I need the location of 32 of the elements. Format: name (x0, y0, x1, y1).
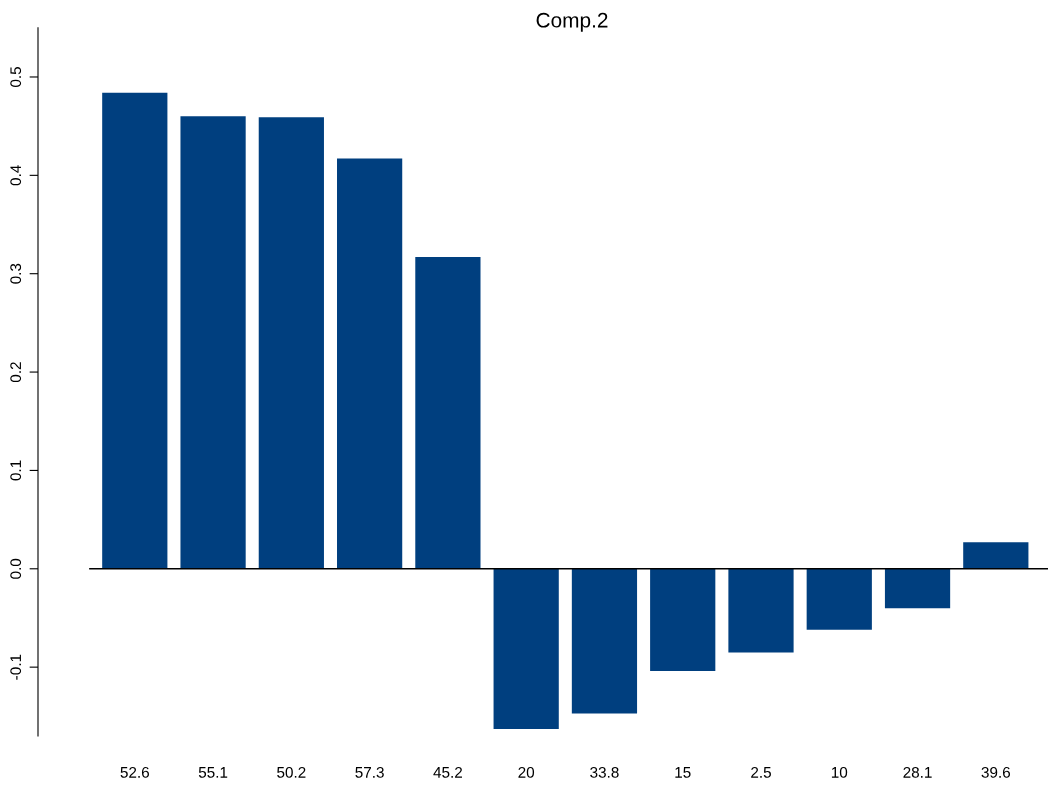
bar (884, 568, 951, 609)
x-tick-label: 28.1 (903, 766, 932, 778)
x-tick-label: 33.8 (590, 766, 619, 778)
x-tick-label: 55.1 (198, 767, 228, 778)
bar (806, 568, 872, 630)
x-tick-label: 52.6 (120, 766, 149, 778)
bar (415, 256, 481, 569)
x-tick-label: 50.2 (277, 766, 306, 778)
bar (337, 158, 403, 569)
chart-title: Comp.2 (536, 12, 608, 32)
bar (102, 92, 168, 569)
y-tick-label: 0.0 (10, 558, 22, 579)
x-tick-label: 45.2 (433, 766, 462, 778)
x-tick-label: 20 (518, 766, 535, 778)
y-tick-label: 0.3 (10, 263, 22, 284)
x-tick-label: 39.6 (981, 766, 1011, 778)
bar (493, 568, 559, 730)
x-tick-label: 15 (675, 767, 691, 778)
y-tick-label: -0.1 (10, 654, 22, 680)
bar (258, 117, 324, 569)
x-tick-label: 10 (831, 766, 848, 778)
y-tick-label: 0.5 (10, 67, 22, 87)
x-tick-label: 2.5 (751, 766, 771, 778)
bar (180, 116, 246, 569)
bar (963, 542, 1029, 569)
bar (571, 568, 638, 714)
y-tick-label: 0.1 (10, 460, 22, 481)
y-tick-label: 0.4 (10, 165, 22, 186)
y-tick-label: 0.2 (10, 362, 22, 383)
bar (728, 568, 794, 653)
x-tick-label: 57.3 (355, 766, 384, 778)
bar (650, 568, 716, 672)
